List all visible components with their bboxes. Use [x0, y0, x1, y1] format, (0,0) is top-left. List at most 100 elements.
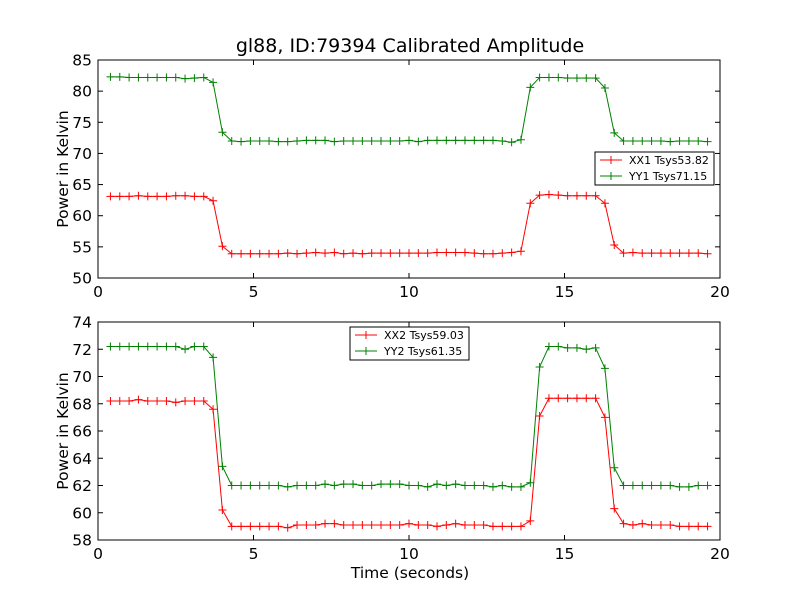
data-point-marker	[507, 522, 516, 531]
legend-marker	[607, 156, 615, 164]
data-point-marker	[694, 136, 703, 145]
legend-marker	[607, 172, 615, 180]
data-point-marker	[684, 482, 693, 491]
y-tick-label: 70	[72, 145, 92, 163]
y-tick-label: 60	[72, 207, 92, 225]
x-tick-label: 15	[555, 283, 575, 301]
data-point-marker	[684, 522, 693, 531]
data-point-marker	[619, 249, 628, 258]
data-point-marker	[349, 480, 358, 489]
data-point-marker	[619, 519, 628, 528]
data-point-marker	[283, 482, 292, 491]
data-point-marker	[647, 249, 656, 258]
data-point-marker	[171, 398, 180, 407]
data-point-marker	[554, 342, 563, 351]
data-point-marker	[367, 481, 376, 490]
legend: XX2 Tsys59.03 YY2 Tsys61.35	[349, 326, 470, 361]
data-point-marker	[153, 397, 162, 406]
data-point-marker	[134, 395, 143, 404]
series-xx1	[106, 190, 712, 258]
data-point-marker	[628, 136, 637, 145]
y-tick-label: 60	[72, 504, 92, 522]
data-point-marker	[675, 482, 684, 491]
legend-label: XX1 Tsys53.82	[629, 154, 709, 167]
data-point-marker	[526, 199, 535, 208]
data-point-marker	[442, 136, 451, 145]
y-tick-label: 85	[72, 52, 92, 70]
data-point-marker	[656, 249, 665, 258]
data-point-marker	[600, 364, 609, 373]
data-point-marker	[656, 136, 665, 145]
data-point-marker	[628, 521, 637, 530]
chart-title: gl88, ID:79394 Calibrated Amplitude	[236, 35, 584, 57]
y-axis-label: Power in Kelvin	[54, 372, 72, 489]
data-point-marker	[591, 343, 600, 352]
data-point-marker	[283, 249, 292, 258]
y-tick-label: 58	[72, 532, 92, 550]
data-point-marker	[293, 481, 302, 490]
data-point-marker	[470, 136, 479, 145]
data-point-marker	[442, 248, 451, 257]
data-point-marker	[703, 522, 712, 531]
data-point-marker	[386, 480, 395, 489]
data-point-marker	[265, 522, 274, 531]
data-point-marker	[181, 345, 190, 354]
data-point-marker	[666, 249, 675, 258]
data-point-marker	[106, 192, 115, 201]
data-point-marker	[572, 74, 581, 83]
data-point-marker	[199, 342, 208, 351]
data-point-marker	[293, 521, 302, 530]
data-point-marker	[162, 397, 171, 406]
data-point-marker	[591, 394, 600, 403]
data-point-marker	[302, 481, 311, 490]
data-point-marker	[414, 137, 423, 146]
data-point-marker	[675, 136, 684, 145]
data-point-marker	[302, 521, 311, 530]
data-point-marker	[227, 136, 236, 145]
data-point-marker	[423, 249, 432, 258]
data-point-marker	[386, 136, 395, 145]
data-point-marker	[470, 521, 479, 530]
data-point-marker	[628, 248, 637, 257]
data-point-marker	[582, 394, 591, 403]
data-point-marker	[395, 480, 404, 489]
data-point-marker	[171, 191, 180, 200]
data-point-marker	[610, 504, 619, 513]
data-point-marker	[246, 136, 255, 145]
data-point-marker	[125, 192, 134, 201]
data-point-marker	[349, 249, 358, 258]
data-point-marker	[255, 522, 264, 531]
data-point-marker	[526, 516, 535, 525]
data-point-marker	[330, 137, 339, 146]
data-point-marker	[544, 73, 553, 82]
data-point-marker	[656, 521, 665, 530]
data-point-marker	[666, 521, 675, 530]
data-point-marker	[190, 397, 199, 406]
data-point-marker	[255, 481, 264, 490]
data-point-marker	[237, 249, 246, 258]
x-tick-label: 10	[399, 283, 419, 301]
data-point-marker	[619, 136, 628, 145]
x-tick-label: 0	[93, 545, 103, 563]
data-point-marker	[246, 522, 255, 531]
data-point-marker	[255, 136, 264, 145]
data-point-marker	[638, 249, 647, 258]
data-point-marker	[115, 397, 124, 406]
data-point-marker	[358, 136, 367, 145]
data-point-marker	[358, 521, 367, 530]
data-point-marker	[488, 522, 497, 531]
data-point-marker	[563, 191, 572, 200]
data-point-marker	[162, 342, 171, 351]
data-point-marker	[479, 136, 488, 145]
data-point-marker	[265, 136, 274, 145]
data-point-marker	[349, 521, 358, 530]
data-point-marker	[507, 482, 516, 491]
data-point-marker	[488, 136, 497, 145]
x-tick-label: 0	[93, 283, 103, 301]
data-point-marker	[610, 463, 619, 472]
x-tick-label: 20	[710, 283, 730, 301]
data-point-marker	[694, 481, 703, 490]
data-point-marker	[600, 413, 609, 422]
data-point-marker	[460, 248, 469, 257]
data-point-marker	[377, 480, 386, 489]
